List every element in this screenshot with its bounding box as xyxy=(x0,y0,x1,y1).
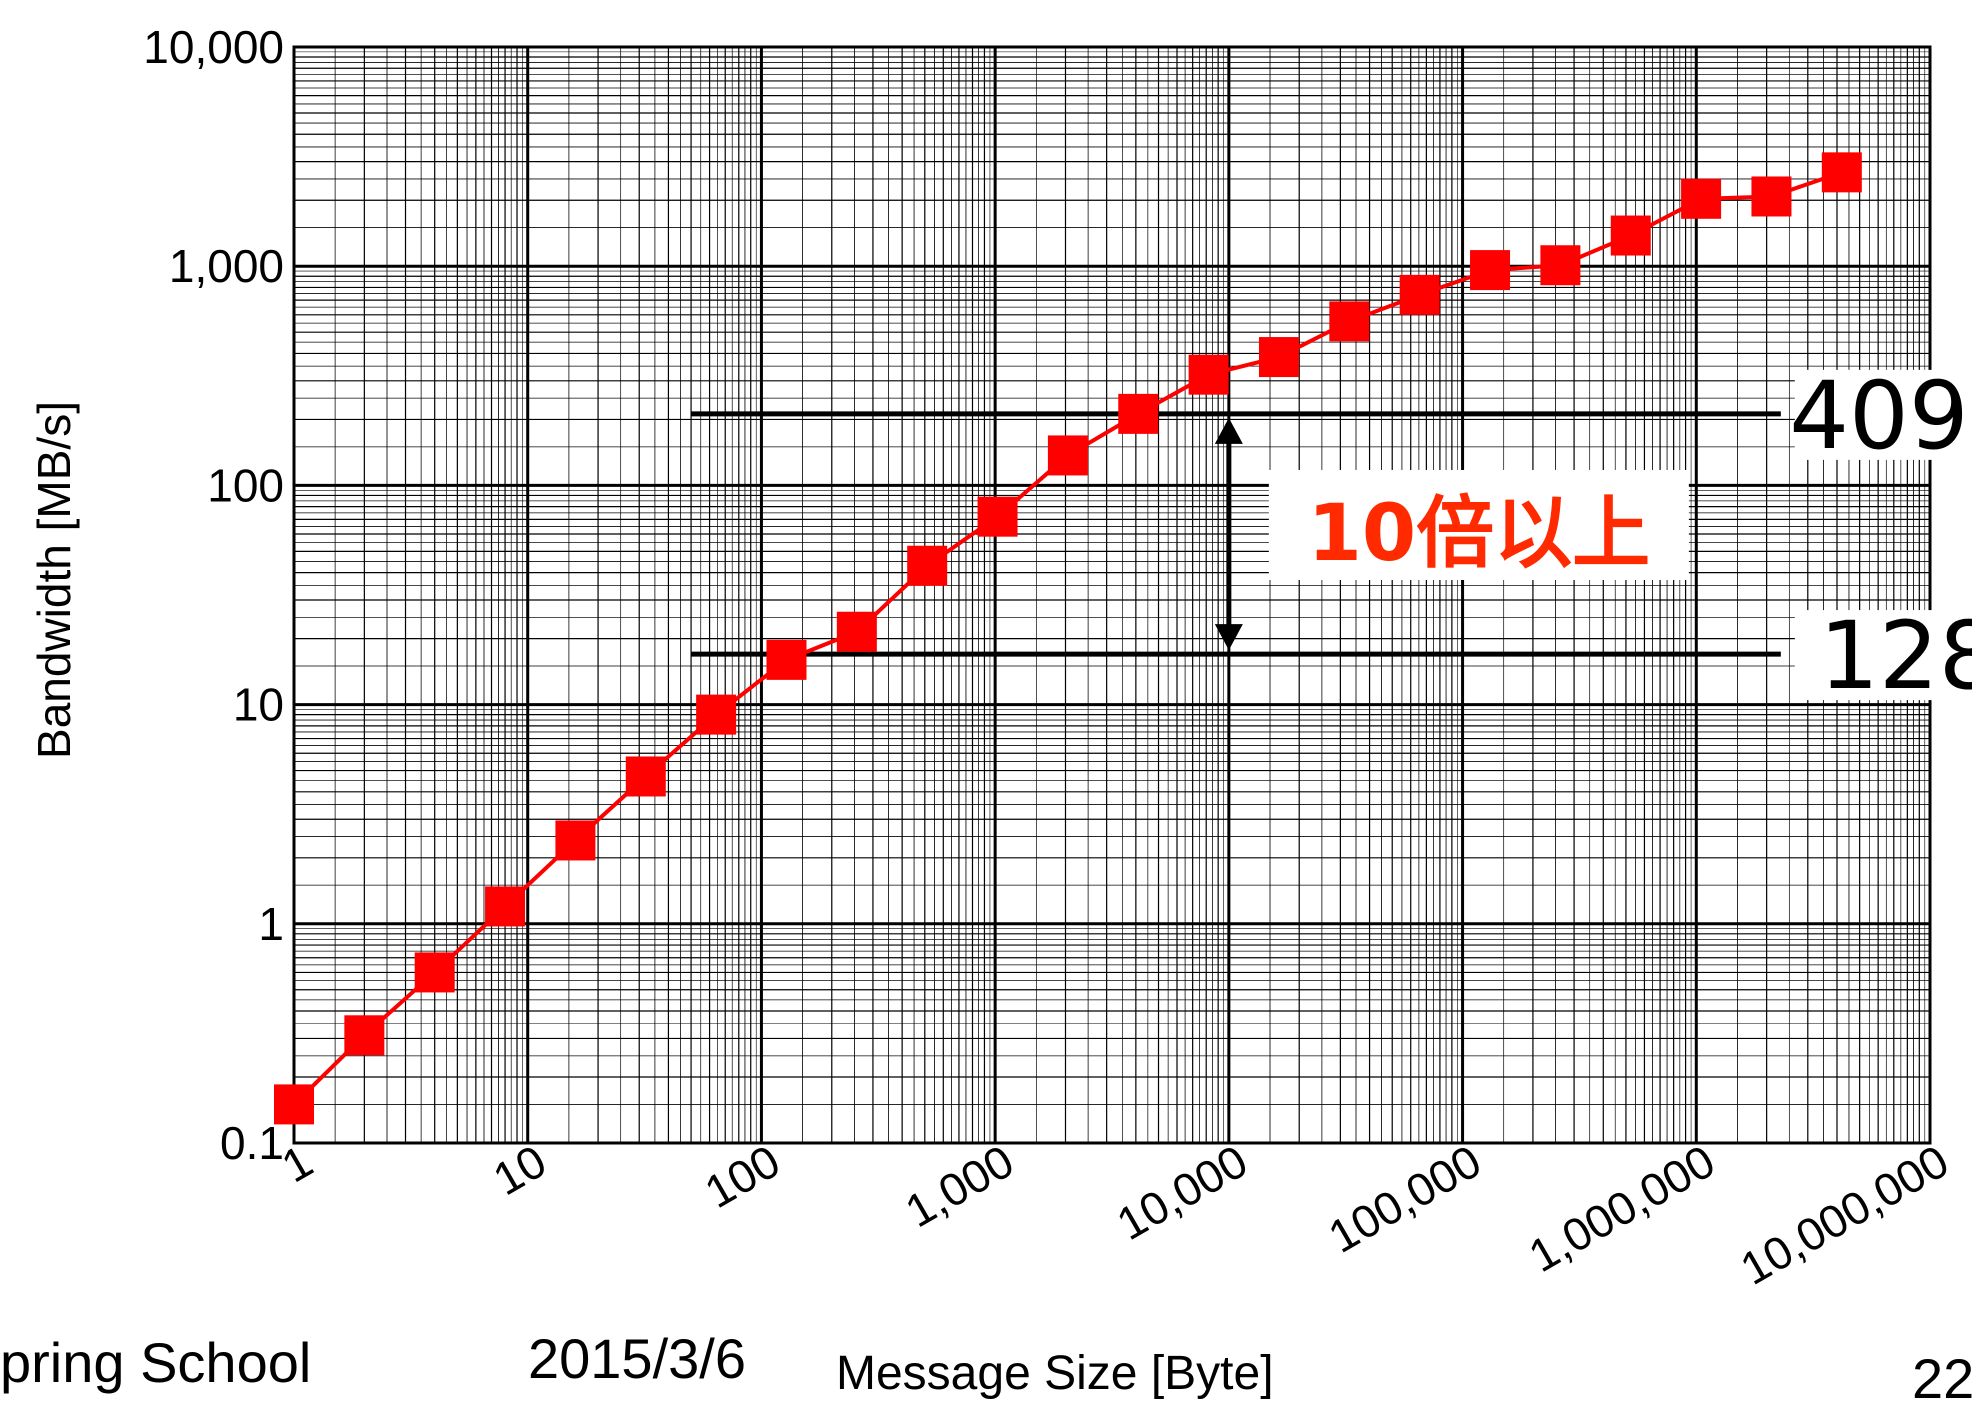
annotations: 4096 128 10倍以上 xyxy=(691,362,1972,711)
data-point-marker xyxy=(1399,274,1440,315)
y-tick-label: 1,000 xyxy=(169,240,284,292)
label-background xyxy=(1794,369,1972,460)
data-point-marker xyxy=(1188,354,1229,395)
data-point-marker xyxy=(907,545,948,586)
data-point-marker xyxy=(1470,250,1511,291)
upper-line-label: 4096 xyxy=(1789,362,1972,471)
arrow-head-down xyxy=(1214,624,1243,651)
data-point-marker xyxy=(1681,178,1722,219)
y-tick-label: 10,000 xyxy=(143,21,284,73)
data-point-marker xyxy=(1118,393,1159,434)
y-tick-label: 10 xyxy=(233,679,284,731)
data-point-marker xyxy=(274,1084,314,1125)
y-tick-label: 1 xyxy=(258,898,284,950)
data-point-marker xyxy=(1821,152,1862,193)
data-point-marker xyxy=(555,820,596,861)
data-point-marker xyxy=(1047,435,1088,476)
footer-left-text: pring School xyxy=(0,1331,312,1394)
data-point-marker xyxy=(696,694,737,735)
data-point-marker xyxy=(1751,176,1792,217)
data-point-marker xyxy=(344,1015,385,1056)
data-point-marker xyxy=(836,611,877,652)
data-point-marker xyxy=(625,756,666,797)
label-background xyxy=(1794,610,1972,701)
data-point-marker xyxy=(1258,337,1299,378)
y-tick-label: 100 xyxy=(207,459,284,511)
ratio-label-background xyxy=(1268,469,1689,580)
data-point-marker xyxy=(977,496,1018,537)
data-point-marker xyxy=(1329,301,1370,342)
plot-frame xyxy=(292,45,1932,1145)
x-axis-label: Message Size [Byte] xyxy=(836,1347,1274,1400)
data-point-marker xyxy=(1610,215,1651,256)
footer-date: 2015/3/6 xyxy=(528,1327,746,1390)
y-tick-label: 0.1 xyxy=(220,1117,284,1169)
ratio-label: 10倍以上 xyxy=(1308,489,1651,579)
lower-line-label: 128 xyxy=(1819,602,1972,711)
data-point-marker xyxy=(414,952,455,993)
data-point-marker xyxy=(1540,245,1581,286)
series-layer xyxy=(274,152,1862,1125)
y-axis-label: Bandwidth [MB/s] xyxy=(28,401,80,759)
y-tick-labels: 0.1 1 10 100 1,000 10,000 xyxy=(143,21,284,1169)
page-number: 22 xyxy=(1912,1347,1972,1410)
data-point-marker xyxy=(485,886,526,927)
data-point-marker xyxy=(766,639,807,680)
arrow-head-up xyxy=(1214,417,1243,444)
